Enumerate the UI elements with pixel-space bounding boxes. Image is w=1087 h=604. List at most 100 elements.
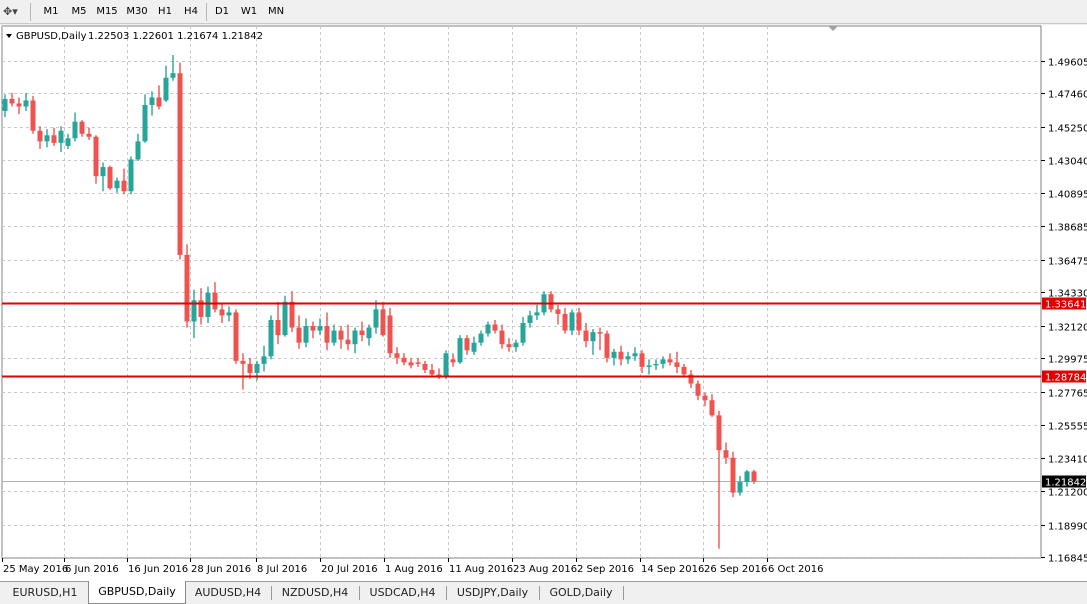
candle-body [478, 333, 484, 343]
candle-body [247, 363, 253, 373]
candle [226, 306, 232, 322]
candle-body [366, 327, 372, 339]
candle [107, 165, 113, 190]
candle-body [632, 353, 638, 357]
x-tick-label: 28 Jun 2016 [191, 564, 251, 575]
chart-tab-nzdusd-h4[interactable]: NZDUSD,H4 [281, 586, 349, 599]
candle [555, 304, 561, 325]
candle-body [107, 167, 113, 189]
tab-separator [623, 586, 624, 600]
candle-body [576, 312, 582, 331]
level-price-tag [1042, 297, 1086, 310]
y-tick-label: 1.16845 [1048, 554, 1087, 565]
tab-separator [271, 586, 272, 600]
candle [184, 244, 190, 328]
candle [695, 380, 701, 401]
candle-body [674, 362, 680, 367]
candle [667, 353, 673, 366]
candle-body [660, 359, 666, 364]
candle [674, 351, 680, 373]
timeframe-button-m30[interactable]: M30 [126, 6, 148, 17]
candle-body [121, 180, 127, 192]
current-price-tag [1042, 475, 1086, 488]
chart-tab-eurusd-h1[interactable]: EURUSD,H1 [12, 586, 78, 599]
candle-body [443, 353, 449, 376]
candle [2, 94, 8, 118]
candle [275, 301, 281, 345]
candle-body [534, 312, 540, 316]
price-chart[interactable]: 1.49605 1.47460 1.45250 1.43040 1.40895 1.386… [0, 25, 1087, 581]
candle [170, 55, 176, 81]
candle [303, 318, 309, 348]
tab-separator [539, 586, 540, 600]
crosshair-icon[interactable]: ✥▾ [3, 5, 18, 18]
candle-body [135, 141, 141, 160]
candle [380, 301, 386, 337]
chart-tab-gbpusd-daily[interactable]: GBPUSD,Daily [88, 581, 186, 604]
candle [590, 329, 596, 355]
candle [324, 312, 330, 351]
timeframe-button-m5[interactable]: M5 [71, 6, 87, 17]
collapse-triangle-icon[interactable] [6, 34, 12, 38]
candle-body [408, 362, 414, 366]
level-price-tag [1042, 370, 1086, 383]
candle-body [611, 351, 617, 358]
candle-body [142, 104, 148, 142]
chart-tab-gold-daily[interactable]: GOLD,Daily [549, 586, 613, 599]
candle [604, 330, 610, 363]
candle [261, 345, 267, 372]
candle [415, 357, 421, 367]
candle-body [345, 339, 351, 345]
chart-tab-usdjpy-daily[interactable]: USDJPY,Daily [456, 586, 529, 599]
candle-body [114, 180, 120, 189]
candle [345, 324, 351, 351]
chart-shift-marker-icon[interactable] [828, 26, 838, 31]
candle [352, 327, 358, 354]
y-tick-label: 1.38685 [1048, 223, 1087, 234]
x-tick-label: 2 Sep 2016 [577, 564, 634, 575]
timeframe-button-h1[interactable]: H1 [158, 6, 172, 17]
x-tick-label: 23 Aug 2016 [513, 564, 577, 575]
candle [534, 304, 540, 320]
timeframe-button-w1[interactable]: W1 [240, 6, 258, 17]
candle-body [149, 97, 155, 105]
timeframe-button-mn[interactable]: MN [267, 6, 285, 17]
candle [653, 359, 659, 370]
chart-tab-usdcad-h4[interactable]: USDCAD,H4 [369, 586, 436, 599]
candle [86, 127, 92, 140]
candle-body [555, 309, 561, 314]
y-tick-label: 1.23410 [1048, 455, 1087, 466]
y-tick-label: 1.43040 [1048, 157, 1087, 168]
candle [58, 126, 64, 152]
timeframe-button-h4[interactable]: H4 [184, 6, 198, 17]
candle [240, 353, 246, 390]
candle-body [317, 326, 323, 331]
candle-body [716, 415, 722, 451]
y-tick-label: 1.27765 [1048, 389, 1087, 400]
candle-body [310, 326, 316, 331]
candle-body [464, 338, 470, 351]
candle-body [212, 292, 218, 310]
candle-body [86, 133, 92, 137]
candle-body [492, 324, 498, 331]
candle-body [590, 332, 596, 342]
candle-body [436, 374, 442, 376]
timeframe-button-m15[interactable]: M15 [96, 6, 118, 17]
candle-body [324, 326, 330, 343]
candle [37, 126, 43, 149]
candle-body [695, 383, 701, 396]
candle [317, 318, 323, 336]
candle [310, 321, 316, 339]
candle [660, 356, 666, 369]
candle-body [730, 457, 736, 493]
candle-body [170, 73, 176, 78]
candle-body [569, 312, 575, 331]
candle [338, 326, 344, 349]
candle-body [513, 342, 519, 348]
timeframe-button-m1[interactable]: M1 [43, 6, 59, 17]
x-tick-label: 20 Jul 2016 [321, 564, 378, 575]
timeframe-button-d1[interactable]: D1 [214, 6, 230, 17]
chart-tab-audusd-h4[interactable]: AUDUSD,H4 [194, 586, 262, 599]
tab-separator [446, 586, 447, 600]
candle [618, 345, 624, 366]
